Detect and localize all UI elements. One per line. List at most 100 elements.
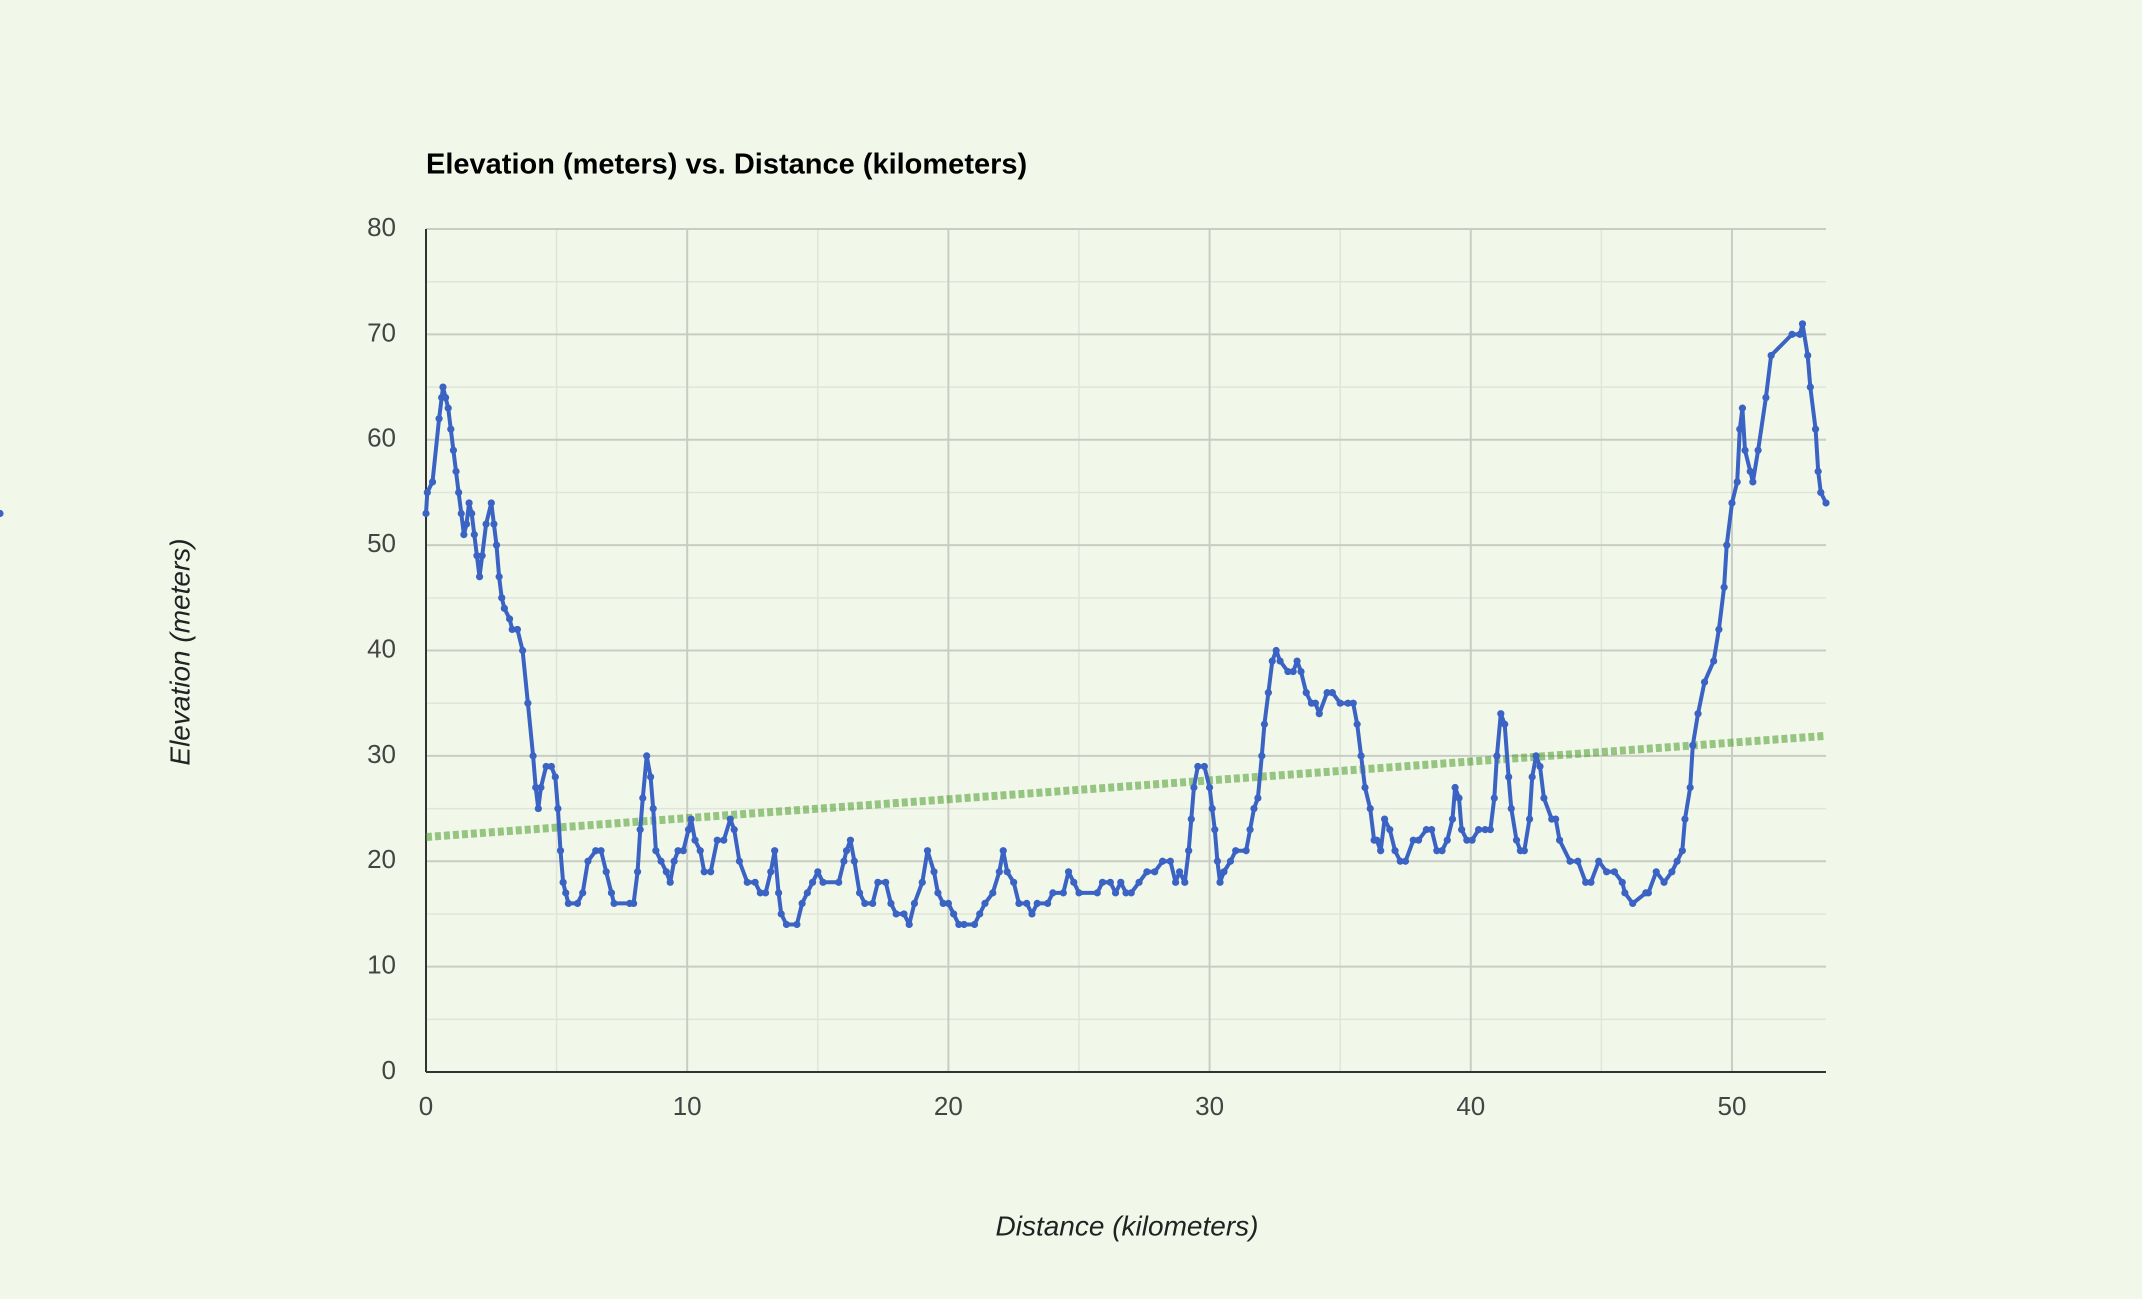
point: [1497, 710, 1505, 718]
point: [842, 847, 851, 855]
point: [869, 899, 877, 908]
y-axis-title: Elevation (meters): [164, 538, 195, 765]
point: [1293, 657, 1301, 665]
point: [1049, 889, 1057, 897]
point: [1311, 699, 1319, 707]
point: [1501, 720, 1509, 728]
point: [579, 889, 587, 897]
point: [1749, 478, 1757, 486]
point: [1694, 710, 1702, 718]
point: [422, 509, 430, 518]
point: [468, 509, 476, 518]
point: [803, 889, 811, 897]
point: [1587, 878, 1595, 886]
point: [882, 878, 890, 886]
point: [1377, 847, 1385, 855]
point: [1710, 657, 1718, 665]
point: [1401, 857, 1410, 865]
point: [636, 826, 644, 834]
point: [460, 530, 468, 539]
point: [1720, 583, 1728, 591]
point: [1733, 478, 1741, 486]
point: [524, 699, 532, 707]
point: [465, 499, 473, 507]
point: [1226, 857, 1235, 865]
point: [482, 520, 490, 528]
point: [584, 857, 592, 865]
point: [995, 868, 1003, 876]
point: [1166, 857, 1175, 865]
point: [449, 446, 458, 454]
point: [508, 625, 516, 634]
point: [819, 878, 827, 886]
y-tick-label: 10: [367, 950, 396, 980]
point: [1762, 394, 1770, 402]
point: [562, 889, 570, 897]
x-axis-title: Distance (kilometers): [996, 1210, 1259, 1241]
point: [1258, 752, 1266, 760]
point: [751, 878, 759, 886]
point: [835, 878, 843, 886]
point: [1336, 699, 1344, 707]
point: [855, 889, 864, 897]
point: [814, 868, 822, 876]
point: [976, 910, 984, 918]
point: [1715, 625, 1723, 634]
point: [1349, 699, 1357, 707]
point: [1353, 720, 1361, 728]
point: [761, 889, 770, 897]
point: [1075, 889, 1083, 897]
point: [1610, 868, 1619, 876]
point: [1200, 762, 1208, 771]
point: [1673, 857, 1681, 865]
point: [1574, 857, 1582, 865]
point: [1678, 847, 1686, 855]
point: [573, 899, 582, 908]
point: [1817, 488, 1825, 497]
x-tick-label: 50: [1718, 1091, 1747, 1121]
point: [1232, 847, 1240, 855]
point: [1044, 899, 1052, 908]
point: [850, 857, 858, 865]
point: [1284, 667, 1292, 676]
point: [1268, 657, 1276, 665]
point: [1172, 878, 1180, 886]
point: [498, 594, 506, 602]
point: [1486, 826, 1494, 834]
point: [1463, 836, 1471, 844]
point: [473, 552, 481, 560]
point: [597, 847, 605, 855]
point: [1380, 815, 1389, 823]
point: [939, 899, 947, 908]
point: [1493, 752, 1501, 760]
point: [684, 826, 693, 834]
point: [1143, 868, 1151, 876]
point: [1373, 836, 1381, 844]
point: [1448, 815, 1457, 823]
point: [840, 857, 848, 865]
point: [1264, 689, 1272, 697]
point: [1798, 320, 1807, 328]
point: [1468, 836, 1476, 844]
point: [1481, 826, 1489, 834]
point: [892, 910, 900, 918]
point: [782, 920, 791, 929]
point: [1010, 878, 1018, 886]
point: [607, 889, 616, 897]
x-tick-label: 10: [673, 1091, 702, 1121]
point: [1185, 847, 1193, 855]
elevation-line: [424, 321, 1828, 927]
y-tick-label: 20: [367, 844, 396, 874]
point: [556, 847, 565, 855]
point: [1122, 889, 1130, 897]
point: [1686, 783, 1694, 792]
point: [649, 804, 657, 813]
point: [1566, 857, 1574, 865]
point: [462, 520, 471, 528]
point: [1250, 804, 1258, 813]
point: [1135, 878, 1143, 886]
point: [910, 899, 919, 908]
point: [470, 530, 478, 539]
point: [1070, 878, 1078, 886]
point: [559, 878, 567, 886]
